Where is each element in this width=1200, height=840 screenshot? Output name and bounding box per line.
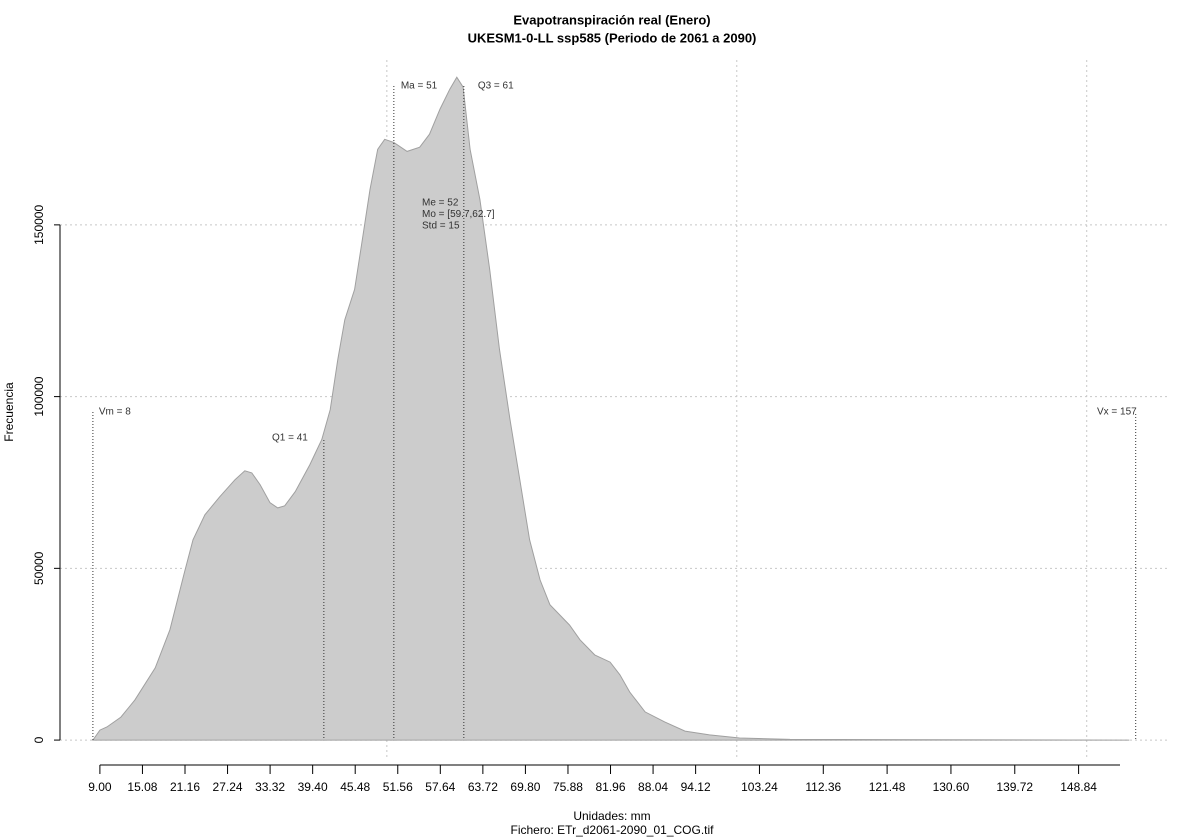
x-tick-label: 75.88	[553, 780, 583, 794]
annotation-label: Q1 = 41	[272, 433, 308, 444]
x-tick-label: 88.04	[638, 780, 668, 794]
chart-title: Evapotranspiración real (Enero)	[513, 12, 710, 27]
stat-label: Me = 52	[422, 198, 459, 209]
x-tick-label: 21.16	[170, 780, 200, 794]
x-tick-label: 148.84	[1060, 780, 1097, 794]
x-tick-label: 27.24	[213, 780, 243, 794]
density-area	[91, 76, 1130, 741]
x-tick-label: 39.40	[298, 780, 328, 794]
x-tick-label: 112.36	[805, 780, 841, 794]
x-tick-label: 45.48	[340, 780, 370, 794]
y-tick-label: 50000	[32, 551, 46, 585]
chart-subtitle: UKESM1-0-LL ssp585 (Periodo de 2061 a 20…	[468, 30, 757, 45]
x-tick-label: 15.08	[127, 780, 157, 794]
stat-label: Std = 15	[422, 221, 460, 232]
x-tick-label: 63.72	[468, 780, 498, 794]
caption: Fichero: ETr_d2061-2090_01_COG.tif	[511, 823, 715, 837]
annotation-label: Vm = 8	[99, 407, 131, 418]
y-tick-label: 0	[32, 736, 46, 743]
stat-label: Mo = [59.7,62.7]	[422, 209, 495, 220]
x-axis-label: Unidades: mm	[573, 809, 650, 823]
x-tick-label: 121.48	[869, 780, 906, 794]
y-tick-label: 150000	[32, 205, 46, 245]
annotation-label: Ma = 51	[401, 81, 438, 92]
x-tick-label: 69.80	[510, 780, 540, 794]
annotation-label: Q3 = 61	[478, 81, 514, 92]
y-axis-label: Frecuencia	[2, 382, 16, 442]
annotation-label: Vx = 157	[1097, 407, 1137, 418]
x-tick-label: 139.72	[996, 780, 1033, 794]
x-tick-label: 9.00	[88, 780, 112, 794]
x-tick-label: 94.12	[681, 780, 711, 794]
x-tick-label: 81.96	[596, 780, 626, 794]
x-tick-label: 33.32	[255, 780, 285, 794]
x-tick-label: 57.64	[425, 780, 455, 794]
y-tick-label: 100000	[32, 376, 46, 416]
x-tick-label: 51.56	[383, 780, 413, 794]
x-tick-label: 130.60	[933, 780, 970, 794]
x-tick-label: 103.24	[741, 780, 778, 794]
